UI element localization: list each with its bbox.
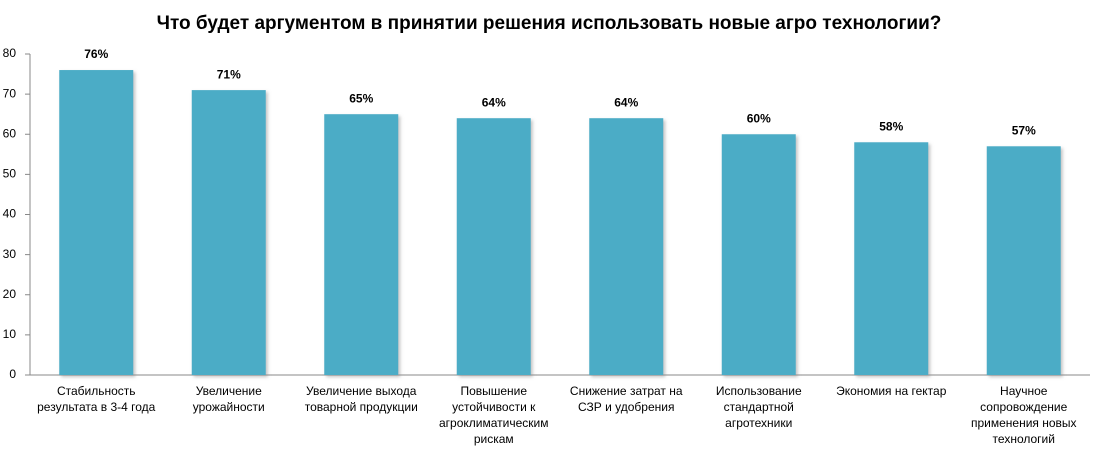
x-tick-label: Стабильность результата в 3-4 года — [37, 384, 156, 414]
value-label: 71% — [217, 67, 241, 81]
x-tick-label: Использование стандартной агротехники — [715, 384, 802, 430]
bar — [589, 118, 664, 375]
value-label: 64% — [614, 95, 638, 109]
y-tick-label: 60 — [3, 126, 17, 140]
y-tick-label: 70 — [3, 86, 17, 100]
x-tick-label: Повышение устойчивости к агроклиматическ… — [439, 384, 549, 446]
y-tick-label: 80 — [3, 46, 17, 60]
x-tick-label: Снижение затрат на СЗР и удобрения — [569, 384, 683, 414]
bar — [854, 142, 929, 375]
y-tick-label: 20 — [3, 287, 17, 301]
bar — [191, 90, 266, 376]
bar — [456, 118, 531, 375]
y-tick-label: 0 — [9, 367, 16, 381]
value-label: 64% — [482, 95, 506, 109]
bar — [59, 70, 134, 376]
y-tick-label: 30 — [3, 247, 17, 261]
value-label: 58% — [879, 119, 903, 133]
x-tick-label: Увеличение выхода товарной продукции — [304, 384, 418, 414]
value-label: 57% — [1012, 123, 1036, 137]
y-tick-label: 40 — [3, 207, 17, 221]
value-label: 60% — [747, 111, 771, 125]
x-tick-label: Экономия на гектар — [836, 384, 947, 398]
y-tick-label: 10 — [3, 327, 17, 341]
bar — [986, 146, 1061, 375]
value-label: 76% — [84, 47, 108, 61]
x-tick-label: Научное сопровождение применения новых т… — [970, 384, 1077, 446]
chart-title: Что будет аргументом в принятии решения … — [157, 13, 942, 34]
y-tick-label: 50 — [3, 167, 17, 181]
bar — [721, 134, 796, 375]
value-label: 65% — [349, 91, 373, 105]
bar — [324, 114, 399, 375]
x-tick-label: Увеличение урожайности — [192, 384, 265, 414]
